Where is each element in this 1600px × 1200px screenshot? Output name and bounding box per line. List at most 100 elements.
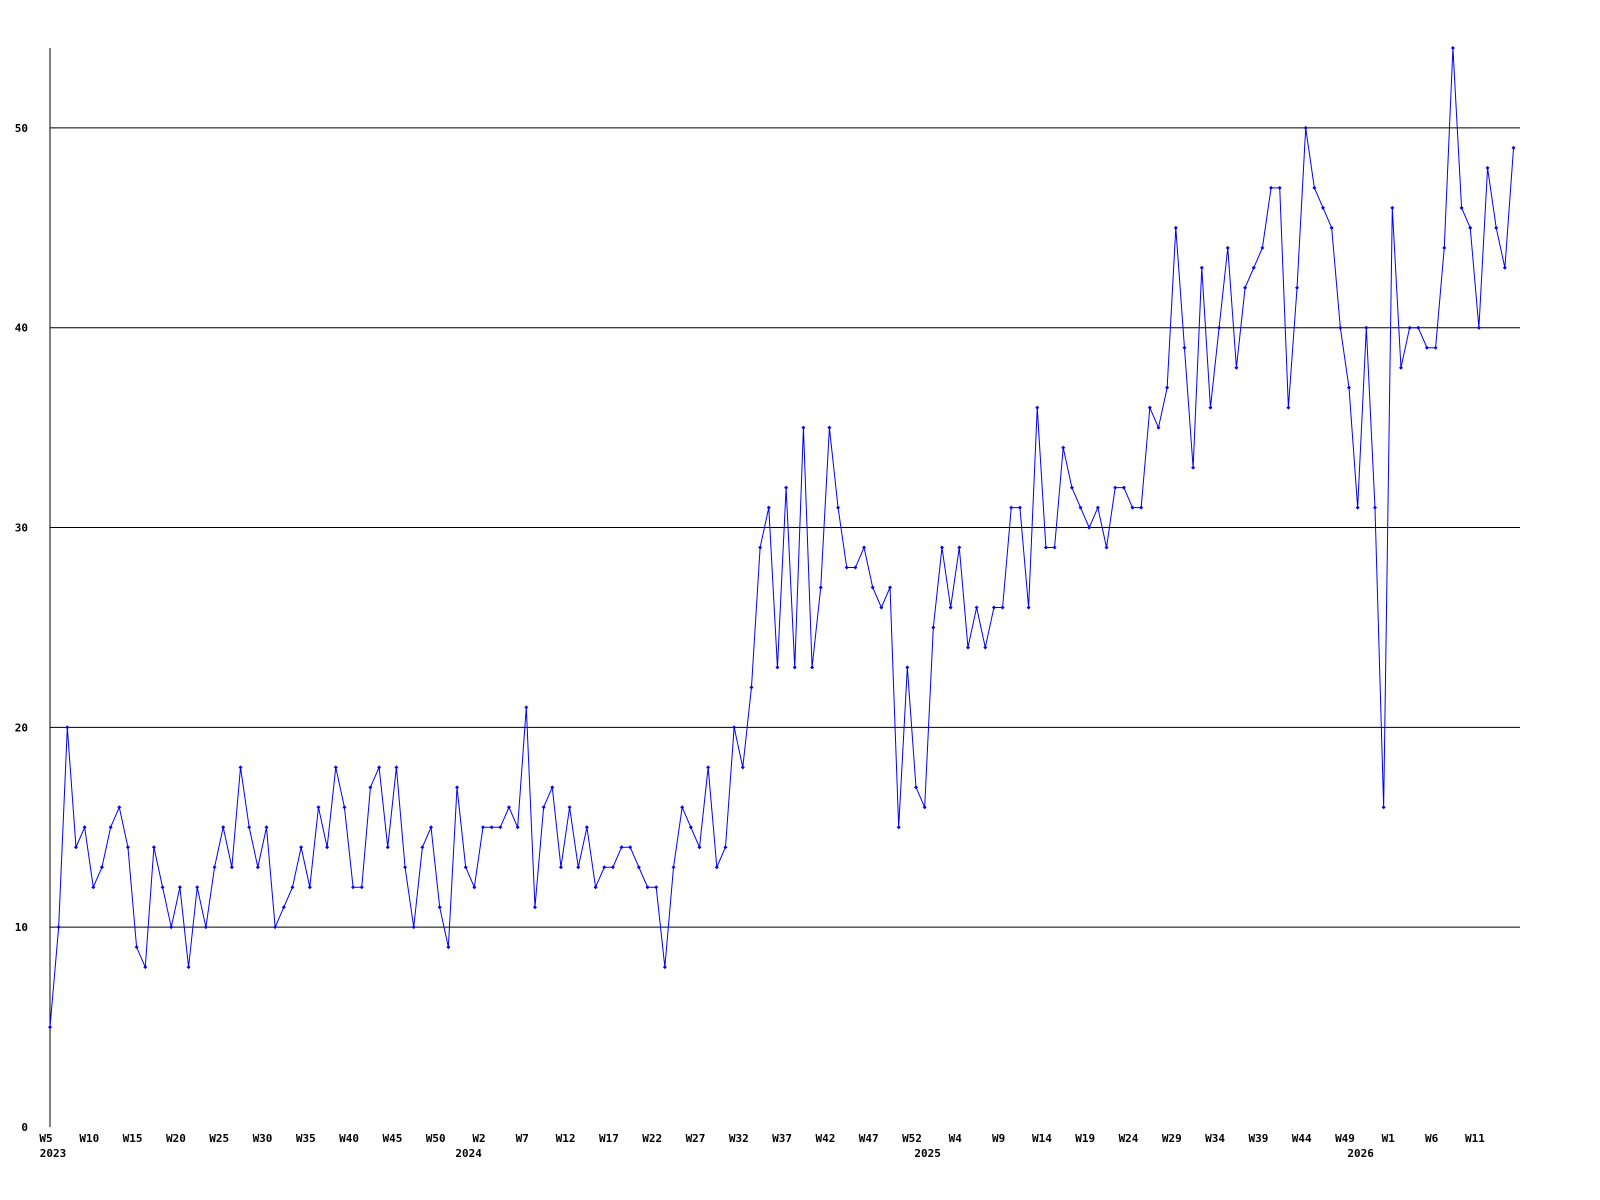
- data-point: [446, 945, 451, 950]
- y-tick-label: 20: [15, 721, 28, 734]
- x-tick-label: W12: [556, 1132, 576, 1145]
- data-line: [49, 47, 1515, 1028]
- data-point: [1052, 545, 1057, 550]
- data-point: [117, 805, 122, 810]
- data-point: [1260, 245, 1265, 250]
- data-point: [429, 825, 434, 830]
- data-point: [749, 685, 754, 690]
- x-year-label: 2026: [1347, 1147, 1374, 1160]
- data-point: [541, 805, 546, 810]
- data-point: [481, 825, 485, 830]
- data-point: [99, 865, 104, 870]
- data-point: [299, 845, 304, 850]
- y-tick-label: 10: [15, 921, 28, 934]
- data-point: [1061, 445, 1066, 450]
- data-point: [706, 765, 711, 770]
- data-point: [455, 785, 460, 790]
- data-point: [385, 845, 390, 850]
- data-point: [1372, 505, 1377, 510]
- x-tick-label: W35: [296, 1132, 316, 1145]
- data-point: [688, 825, 693, 830]
- x-tick-label: W34: [1205, 1132, 1225, 1145]
- data-point: [896, 825, 901, 830]
- data-point: [377, 765, 382, 770]
- data-point: [463, 865, 468, 870]
- x-tick-label: W39: [1248, 1132, 1268, 1145]
- data-point: [914, 785, 918, 790]
- y-tick-label: 40: [15, 322, 28, 335]
- data-point: [108, 825, 113, 830]
- data-point: [1277, 185, 1282, 190]
- data-point: [827, 425, 832, 430]
- data-point: [965, 645, 970, 650]
- data-point: [983, 645, 988, 650]
- data-point: [134, 945, 139, 950]
- data-point: [628, 845, 633, 850]
- x-tick-label: W24: [1119, 1132, 1139, 1145]
- x-tick-label: W29: [1162, 1132, 1182, 1145]
- data-point: [1355, 505, 1360, 510]
- data-point: [558, 865, 563, 870]
- data-point: [974, 605, 979, 610]
- data-point: [697, 845, 702, 850]
- data-point: [420, 845, 425, 850]
- data-point: [1390, 205, 1395, 210]
- data-point: [784, 485, 789, 490]
- data-point: [870, 585, 875, 590]
- data-point: [836, 505, 841, 510]
- data-point: [948, 605, 953, 610]
- data-point: [801, 425, 806, 430]
- data-point: [740, 765, 745, 770]
- x-tick-label: W19: [1075, 1132, 1095, 1145]
- data-point: [818, 585, 823, 590]
- data-point: [1243, 285, 1248, 290]
- data-point: [1321, 205, 1326, 210]
- data-point: [1459, 205, 1464, 210]
- data-point: [1121, 485, 1126, 490]
- data-point: [1234, 365, 1239, 370]
- data-point: [584, 825, 589, 830]
- data-point: [1078, 505, 1083, 510]
- data-point: [1303, 125, 1308, 130]
- data-point: [91, 885, 96, 890]
- data-point: [333, 765, 338, 770]
- data-point: [853, 565, 858, 570]
- data-point: [1139, 505, 1144, 510]
- data-point: [325, 845, 330, 850]
- x-tick-label: W4: [949, 1132, 963, 1145]
- data-point: [1286, 405, 1291, 410]
- data-point: [186, 965, 191, 970]
- data-point: [437, 905, 442, 910]
- x-tick-label: W5: [39, 1132, 52, 1145]
- data-point: [307, 885, 312, 890]
- data-point: [844, 565, 849, 570]
- data-point: [273, 925, 278, 930]
- data-point: [160, 885, 165, 890]
- data-point: [1494, 225, 1499, 230]
- data-point: [1225, 245, 1230, 250]
- data-point: [1485, 165, 1490, 170]
- data-point: [991, 605, 996, 610]
- data-point: [125, 845, 130, 850]
- data-point: [1329, 225, 1334, 230]
- data-point: [792, 665, 797, 670]
- x-tick-label: W42: [815, 1132, 835, 1145]
- data-point: [195, 885, 200, 890]
- data-point: [1043, 545, 1048, 550]
- x-tick-label: W32: [729, 1132, 749, 1145]
- data-point: [1468, 225, 1473, 230]
- data-point: [1069, 485, 1074, 490]
- data-point: [602, 865, 607, 870]
- data-point: [1104, 545, 1109, 550]
- data-point: [1113, 485, 1118, 490]
- data-point: [532, 905, 537, 910]
- data-point: [143, 965, 148, 970]
- x-year-label: 2023: [40, 1147, 67, 1160]
- data-point: [1087, 525, 1092, 530]
- x-tick-label: W11: [1465, 1132, 1485, 1145]
- data-point: [1476, 325, 1481, 330]
- data-point: [931, 625, 936, 630]
- y-tick-label: 0: [21, 1121, 28, 1134]
- data-point: [1182, 345, 1187, 350]
